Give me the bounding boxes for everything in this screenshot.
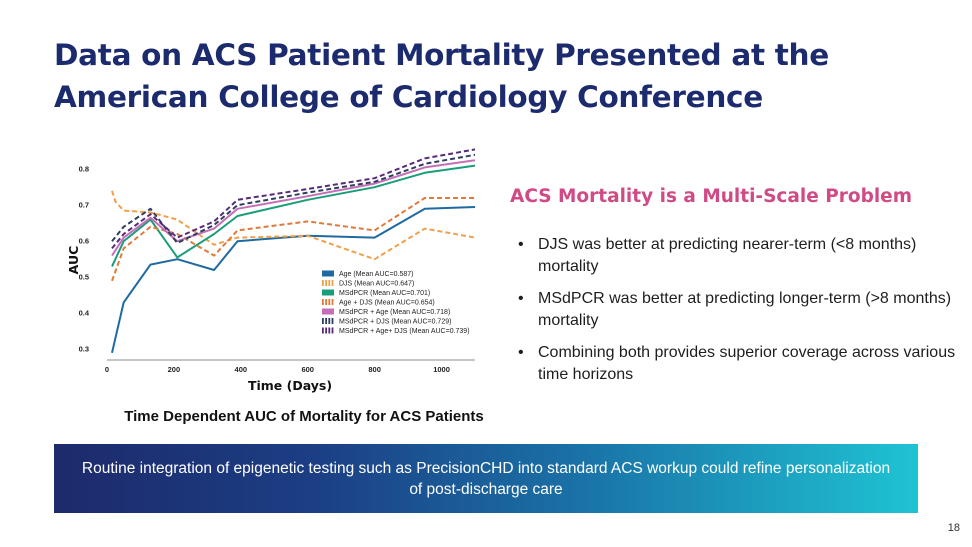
legend-label: MSdPCR (Mean AUC=0.701): [339, 290, 430, 297]
legend-swatch-dash: [328, 318, 331, 324]
x-tick-label: 1000: [433, 365, 450, 374]
y-tick-label: 0.3: [79, 345, 89, 354]
bullet-list: DJS was better at predicting nearer-term…: [516, 234, 956, 396]
banner-text: Routine integration of epigenetic testin…: [81, 459, 891, 498]
x-tick-label: 400: [235, 365, 248, 374]
x-tick-label: 200: [168, 365, 181, 374]
chart-caption: Time Dependent AUC of Mortality for ACS …: [124, 408, 484, 425]
x-tick-label: 0: [105, 365, 109, 374]
legend-swatch-dash: [328, 327, 331, 334]
legend-label: MSdPCR + DJS (Mean AUC=0.729): [339, 319, 451, 326]
legend-swatch-dashed: [322, 327, 334, 334]
x-tick-label: 600: [301, 365, 314, 374]
page-number: 18: [947, 522, 960, 534]
bullet-item: DJS was better at predicting nearer-term…: [516, 234, 956, 278]
chart-axes: 0.3 0.4 0.5 0.6 0.7 0.8 0 200 400 600 800 1000: [79, 165, 475, 374]
legend-swatch-dash: [331, 280, 334, 286]
legend-swatch-dash: [331, 327, 334, 334]
bullet-item: Combining both provides superior coverag…: [516, 342, 956, 386]
bullet-item: MSdPCR was better at predicting longer-t…: [516, 288, 956, 332]
series-line: [111, 153, 476, 244]
legend-label: MSdPCR + Age (Mean AUC=0.718): [339, 309, 450, 316]
x-tick-label: 800: [368, 365, 381, 374]
legend-swatch: [322, 308, 334, 315]
legend-swatch-dashed: [322, 299, 334, 305]
slide-title: Data on ACS Patient Mortality Presented …: [54, 38, 829, 114]
series-line: [111, 148, 476, 250]
legend-swatch-dash: [322, 280, 324, 286]
auc-line-chart: 0.3 0.4 0.5 0.6 0.7 0.8 0 200 400 600 800 1000 Age …: [66, 148, 476, 393]
legend-swatch-dashed: [322, 280, 334, 286]
legend-swatch: [322, 270, 334, 277]
series-line: [111, 164, 476, 267]
legend-swatch: [322, 289, 334, 296]
legend-swatch-dash: [331, 299, 334, 305]
chart-panel: 0.3 0.4 0.5 0.6 0.7 0.8 0 200 400 600 800 1000 Age …: [60, 130, 500, 405]
y-tick-label: 0.5: [79, 273, 89, 282]
y-tick-label: 0.8: [79, 165, 89, 174]
legend-swatch-dash: [322, 318, 324, 324]
legend-label: Age (Mean AUC=0.587): [339, 271, 414, 278]
y-tick-label: 0.6: [79, 237, 89, 246]
legend-swatch-dash: [328, 280, 331, 286]
legend-swatch-dash: [325, 299, 327, 305]
legend-swatch-dash: [322, 327, 324, 334]
summary-banner: Routine integration of epigenetic testin…: [54, 444, 918, 513]
series-line: [111, 159, 476, 257]
y-axis-label: AUC: [66, 246, 81, 275]
legend-swatch-dash: [328, 299, 331, 305]
legend-label: Age + DJS (Mean AUC=0.654): [339, 300, 435, 307]
x-axis-label: Time (Days): [248, 378, 332, 393]
series-line: [111, 190, 476, 261]
series-line: [111, 206, 476, 354]
legend-label: DJS (Mean AUC=0.647): [339, 281, 414, 288]
y-tick-label: 0.4: [79, 309, 90, 318]
chart-legend: Age (Mean AUC=0.587) DJS (Mean AUC=0.647)…: [322, 270, 470, 335]
legend-swatch-dash: [325, 327, 327, 334]
legend-swatch-dash: [322, 299, 324, 305]
legend-swatch-dash: [331, 318, 334, 324]
legend-label: MSdPCR + Age+ DJS (Mean AUC=0.739): [339, 328, 470, 335]
legend-swatch-dashed: [322, 318, 334, 324]
legend-swatch-dash: [325, 318, 327, 324]
series-line: [111, 197, 475, 282]
chart-series: [111, 148, 476, 354]
side-heading: ACS Mortality is a Multi-Scale Problem: [510, 186, 913, 207]
y-tick-label: 0.7: [79, 201, 89, 210]
legend-swatch-dash: [325, 280, 327, 286]
